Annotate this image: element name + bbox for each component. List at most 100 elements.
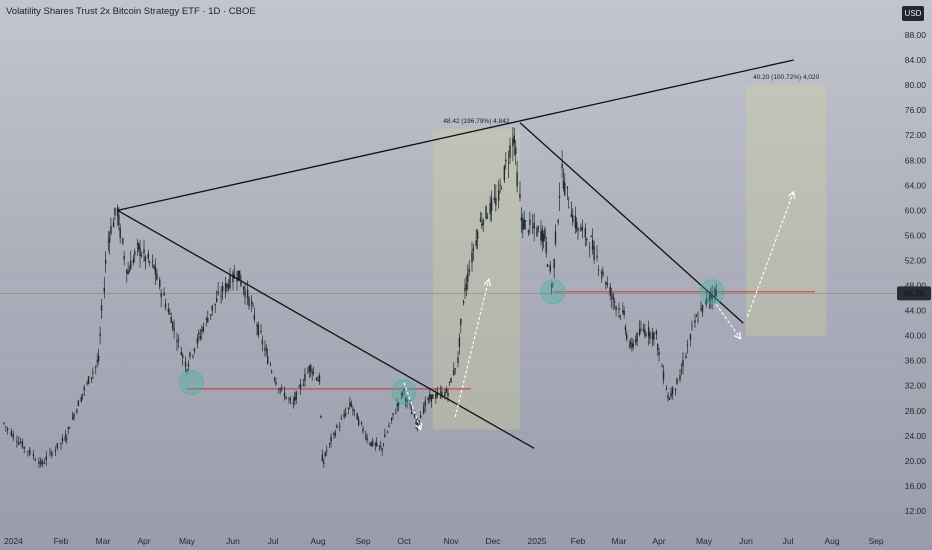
candle-body <box>136 243 139 245</box>
candle-body <box>415 421 417 426</box>
candle-body <box>589 247 591 249</box>
candle-body <box>169 313 171 315</box>
candle-body <box>130 260 132 270</box>
candle-body <box>503 165 506 180</box>
candle-body <box>591 239 594 250</box>
candle-body <box>114 208 116 216</box>
candle-body <box>481 223 483 226</box>
candle-body <box>628 345 631 347</box>
candle-body <box>638 329 641 336</box>
candles <box>3 127 717 468</box>
candle-body <box>199 336 202 339</box>
candle-body <box>330 436 332 442</box>
candle-body <box>192 355 194 357</box>
candle-body <box>61 437 64 442</box>
candle-body <box>104 259 107 264</box>
candle-body <box>612 294 614 300</box>
candle-body <box>691 325 693 327</box>
candle-body <box>384 434 386 438</box>
chart-title: Volatility Shares Trust 2x Bitcoin Strat… <box>6 6 256 17</box>
candle-body <box>40 459 42 465</box>
candle-body <box>613 301 616 303</box>
candle-body <box>441 391 443 398</box>
candle-body <box>624 326 627 331</box>
candle-body <box>214 303 216 306</box>
x-tick-label: Mar <box>96 536 111 546</box>
y-tick-label: 44.00 <box>905 306 927 316</box>
candle-body <box>43 462 46 464</box>
candle-body <box>464 287 466 292</box>
candle-body <box>572 215 574 223</box>
candle-body <box>552 283 554 285</box>
candle-body <box>180 351 182 355</box>
candle-body <box>450 378 452 383</box>
candle-body <box>679 375 681 380</box>
x-tick-label: May <box>179 536 196 546</box>
candle-body <box>163 292 165 296</box>
x-tick-label: Jul <box>783 536 794 546</box>
y-tick-label: 68.00 <box>905 155 927 165</box>
candle-body <box>532 226 534 228</box>
candle-body <box>246 289 249 299</box>
candle-body <box>495 197 497 206</box>
candle-body <box>468 269 470 273</box>
candle-body <box>602 271 604 276</box>
candle-body <box>370 442 372 446</box>
candle-body <box>198 332 200 335</box>
candle-body <box>515 147 517 155</box>
candle-body <box>304 374 306 381</box>
candle-body <box>147 253 149 259</box>
candle-body <box>288 398 290 399</box>
candle-body <box>471 252 473 263</box>
candle-body <box>605 282 607 285</box>
candle-body <box>10 431 13 436</box>
candle-body <box>289 399 292 401</box>
measure-label: 40.20 (100.72%) 4,020 <box>753 74 820 81</box>
candle-body <box>549 264 551 272</box>
candle-body <box>261 340 264 345</box>
candle-body <box>159 279 161 288</box>
candle-body <box>323 461 325 464</box>
candle-body <box>404 398 407 402</box>
candle-body <box>365 435 367 438</box>
candle-body <box>45 456 47 460</box>
candle-body <box>215 298 218 302</box>
candle-body <box>388 425 390 427</box>
candle-body <box>689 334 692 340</box>
candle-body <box>143 249 145 254</box>
candle-body <box>715 289 717 297</box>
candle-body <box>629 342 632 344</box>
y-tick-label: 52.00 <box>905 255 927 265</box>
trendlines <box>117 59 794 449</box>
y-tick-label: 20.00 <box>905 456 927 466</box>
candle-body <box>339 426 341 428</box>
price-axis: 12.00 16.00 20.00 24.00 28.00 32.00 36.00 40.00… <box>897 30 931 516</box>
candle-body <box>615 306 617 311</box>
candle-body <box>60 442 62 445</box>
candle-body <box>622 310 624 313</box>
candle-body <box>292 402 295 404</box>
candle-body <box>252 304 254 306</box>
candle-body <box>606 283 608 286</box>
y-tick-label: 80.00 <box>905 80 927 90</box>
currency-badge[interactable]: USD <box>902 6 924 21</box>
candle-body <box>545 241 547 253</box>
candle-body <box>505 159 507 162</box>
candle-body <box>529 219 531 225</box>
candle-body <box>49 452 51 453</box>
candle-body <box>99 333 101 337</box>
candle-body <box>558 196 561 198</box>
candle-body <box>593 246 595 261</box>
candle-body <box>122 238 124 244</box>
candle-body <box>618 307 620 311</box>
candle-body <box>429 394 431 399</box>
candle-body <box>609 286 611 296</box>
candle-body <box>493 197 496 200</box>
candle-body <box>574 215 577 228</box>
candle-body <box>435 393 437 399</box>
candle-body <box>432 394 434 399</box>
candle-body <box>665 388 668 390</box>
candle-body <box>149 261 151 263</box>
